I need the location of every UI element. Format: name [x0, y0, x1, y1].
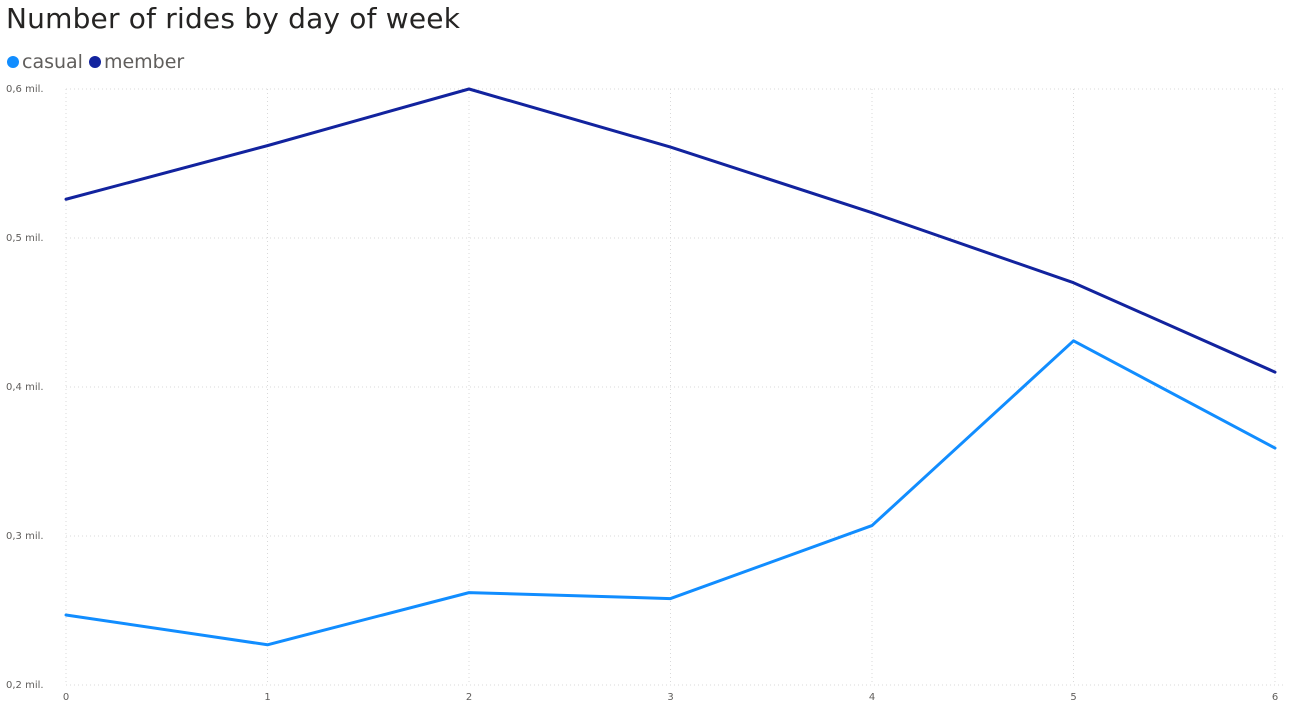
y-tick-label: 0,3 mil. — [6, 531, 44, 542]
data-point-casual[interactable] — [868, 522, 876, 530]
data-point-member[interactable] — [264, 142, 272, 150]
legend-label-member: member — [103, 51, 185, 73]
x-tick-label: 6 — [1272, 692, 1278, 703]
data-point-casual[interactable] — [264, 641, 272, 649]
legend-label-casual: casual — [22, 51, 83, 73]
legend-marker-member — [88, 56, 101, 68]
y-tick-label: 0,6 mil. — [6, 84, 44, 95]
x-tick-label: 5 — [1070, 692, 1076, 703]
y-tick-label: 0,4 mil. — [6, 382, 44, 393]
x-tick-label: 3 — [667, 692, 673, 703]
y-tick-label: 0,2 mil. — [6, 680, 44, 691]
data-point-member[interactable] — [1070, 279, 1078, 287]
data-point-member[interactable] — [1271, 368, 1279, 376]
data-point-casual[interactable] — [1271, 444, 1279, 452]
data-point-casual[interactable] — [62, 611, 70, 619]
series-line-casual[interactable] — [64, 339, 1277, 647]
legend-item-casual[interactable]: casual — [7, 51, 83, 73]
legend-item-member[interactable]: member — [88, 51, 185, 73]
y-tick-label: 0,5 mil. — [6, 233, 44, 244]
data-point-casual[interactable] — [1070, 337, 1078, 345]
x-tick-label: 0 — [63, 692, 69, 703]
x-tick-label: 4 — [869, 692, 875, 703]
data-point-member[interactable] — [62, 195, 70, 203]
x-tick-label: 1 — [264, 692, 270, 703]
data-point-member[interactable] — [667, 143, 675, 151]
x-tick-label: 2 — [466, 692, 472, 703]
data-point-casual[interactable] — [465, 589, 473, 597]
data-point-member[interactable] — [465, 85, 473, 93]
data-point-casual[interactable] — [667, 595, 675, 603]
chart-title: Number of rides by day of week — [6, 2, 461, 35]
chart-legend: casual member — [7, 50, 190, 74]
legend-marker-casual — [7, 56, 19, 68]
data-point-member[interactable] — [868, 209, 876, 217]
series-line-member[interactable] — [64, 87, 1277, 374]
